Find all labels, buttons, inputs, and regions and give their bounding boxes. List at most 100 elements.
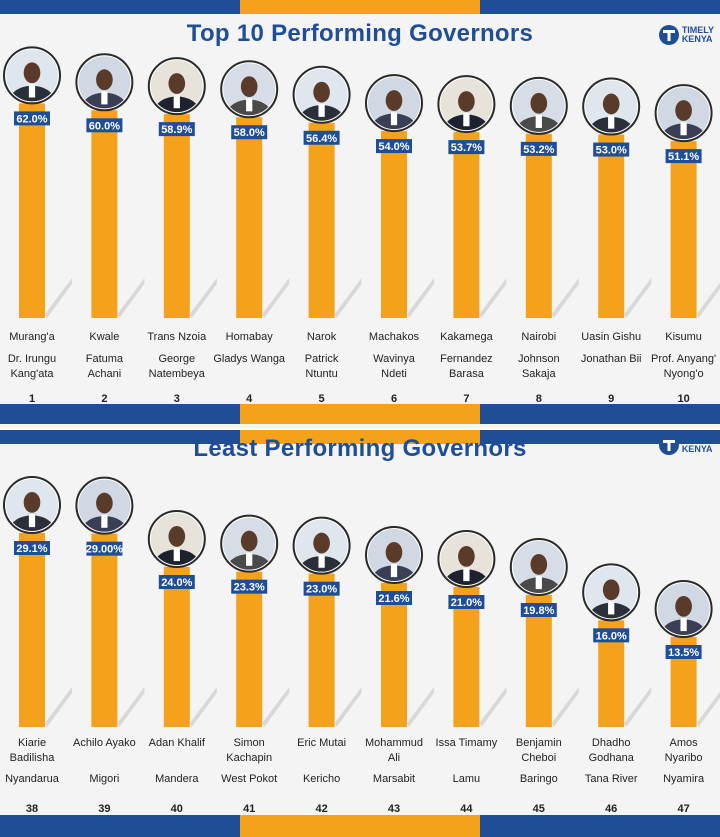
- avatar-6: [365, 74, 423, 133]
- bar-shadow: [624, 687, 652, 727]
- governor-name: Sakaja: [522, 368, 557, 380]
- rank-label: 40: [171, 803, 183, 815]
- bar-shadow: [189, 687, 217, 727]
- value-label: 16.0%: [596, 630, 627, 642]
- bar-shadow: [407, 278, 434, 318]
- avatar-46: [582, 563, 641, 622]
- value-label: 56.4%: [306, 133, 337, 145]
- value-label-box: [520, 141, 557, 156]
- bar-shadow: [624, 278, 652, 318]
- value-label-box: [593, 142, 630, 157]
- value-label: 29.00%: [86, 544, 124, 556]
- bar-2: [91, 110, 118, 318]
- bar-shadow: [45, 278, 72, 318]
- governor-name: Nyaribo: [665, 752, 703, 764]
- avatar-10: [654, 84, 713, 143]
- logo-line1: TIMELY: [681, 25, 714, 35]
- bar-shadow: [262, 278, 290, 318]
- rank-label: 5: [319, 393, 325, 404]
- value-label: 58.0%: [234, 127, 265, 139]
- governor-name: Gladys Wanga: [213, 353, 286, 365]
- bar-shadow: [189, 278, 217, 318]
- county-label: Machakos: [369, 331, 420, 343]
- governor-name: George: [158, 353, 195, 365]
- rank-label: 44: [460, 803, 473, 815]
- county-label: Homabay: [226, 331, 274, 343]
- value-label-box: [448, 595, 485, 609]
- rank-label: 45: [533, 803, 545, 815]
- bar-shadow: [334, 278, 362, 318]
- bar-8: [525, 133, 552, 318]
- value-label: 21.0%: [451, 597, 482, 609]
- logo2-line1: TIMELY: [681, 435, 714, 445]
- value-label: 58.9%: [161, 124, 192, 136]
- bar-shadow: [117, 687, 145, 727]
- county-label: Marsabit: [373, 773, 415, 785]
- governor-name: Kiarie: [18, 737, 46, 749]
- governor-name: Dr. Irungu: [8, 353, 56, 365]
- governor-name: Wavinya: [373, 353, 416, 365]
- value-label-box: [665, 645, 702, 659]
- avatar-7: [437, 75, 496, 134]
- county-label: Tana River: [585, 773, 638, 785]
- least-performers-panel: Least Performing Governors TIMELY KENYA 2…: [0, 430, 720, 837]
- bar-44: [453, 587, 480, 727]
- governor-name: Simon: [234, 737, 265, 749]
- value-label-box: [14, 541, 50, 555]
- governor-name: Ndeti: [381, 368, 407, 380]
- governor-name: Fatuma: [86, 353, 124, 365]
- value-label: 21.6%: [378, 593, 409, 605]
- bar-shadow: [117, 278, 145, 318]
- governor-name: Ali: [388, 752, 400, 764]
- avatar-9: [582, 77, 641, 136]
- bar-43: [381, 583, 407, 727]
- county-label: Lamu: [453, 773, 481, 785]
- rank-label: 4: [246, 393, 253, 404]
- county-label: Nairobi: [521, 331, 556, 343]
- top-footer-stripe: [0, 404, 720, 424]
- bar-shadow: [45, 687, 72, 727]
- rank-label: 38: [26, 803, 38, 815]
- bar-shadow: [696, 691, 720, 727]
- county-label: Mandera: [155, 773, 199, 785]
- rank-label: 2: [101, 393, 107, 404]
- bottom-chart-title: Least Performing Governors: [193, 435, 527, 462]
- county-label: Kwale: [89, 331, 119, 343]
- value-label: 29.1%: [16, 543, 47, 555]
- bar-shadow: [551, 278, 579, 318]
- rank-label: 8: [536, 393, 542, 404]
- value-label-box: [665, 149, 702, 164]
- avatar-1: [3, 46, 61, 105]
- value-label: 53.0%: [596, 145, 627, 157]
- bar-shadow: [551, 687, 579, 727]
- county-label: Kakamega: [440, 331, 493, 343]
- county-label: Murang'a: [9, 331, 55, 343]
- value-label: 19.8%: [523, 605, 554, 617]
- governor-name: Ntuntu: [305, 368, 337, 380]
- rank-label: 10: [677, 393, 689, 404]
- avatar-45: [509, 538, 568, 596]
- county-label: Uasin Gishu: [581, 331, 641, 343]
- county-label: Nyamira: [663, 773, 705, 785]
- value-label-box: [14, 111, 50, 126]
- bar-42: [308, 573, 335, 727]
- timely-logo-icon: [658, 25, 679, 45]
- value-label-box: [158, 575, 195, 589]
- bar-5: [308, 122, 335, 319]
- chart-bottom-svg: 29.1% Kiarie Badilisha Nyandarua 38 29.00% Ach…: [3, 476, 720, 815]
- timely-kenya-logo: TIMELY KENYA: [658, 24, 714, 46]
- governor-name: Kachapin: [226, 752, 272, 764]
- value-label-box: [303, 581, 340, 596]
- bar-7: [453, 132, 480, 318]
- governor-name: Fernandez: [440, 353, 493, 365]
- avatar-44: [437, 530, 496, 588]
- county-label: Trans Nzoia: [147, 331, 207, 343]
- top-chart-title: Top 10 Performing Governors: [186, 20, 534, 47]
- value-label-box: [231, 579, 268, 594]
- value-label: 60.0%: [89, 120, 120, 132]
- rank-label: 41: [243, 803, 255, 815]
- bar-6: [381, 131, 407, 318]
- governor-name: Eric Mutai: [297, 737, 346, 749]
- avatar-47: [654, 580, 713, 638]
- county-label: Kisumu: [665, 331, 702, 343]
